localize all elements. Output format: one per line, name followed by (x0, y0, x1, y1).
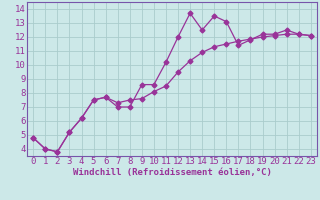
X-axis label: Windchill (Refroidissement éolien,°C): Windchill (Refroidissement éolien,°C) (73, 168, 271, 177)
